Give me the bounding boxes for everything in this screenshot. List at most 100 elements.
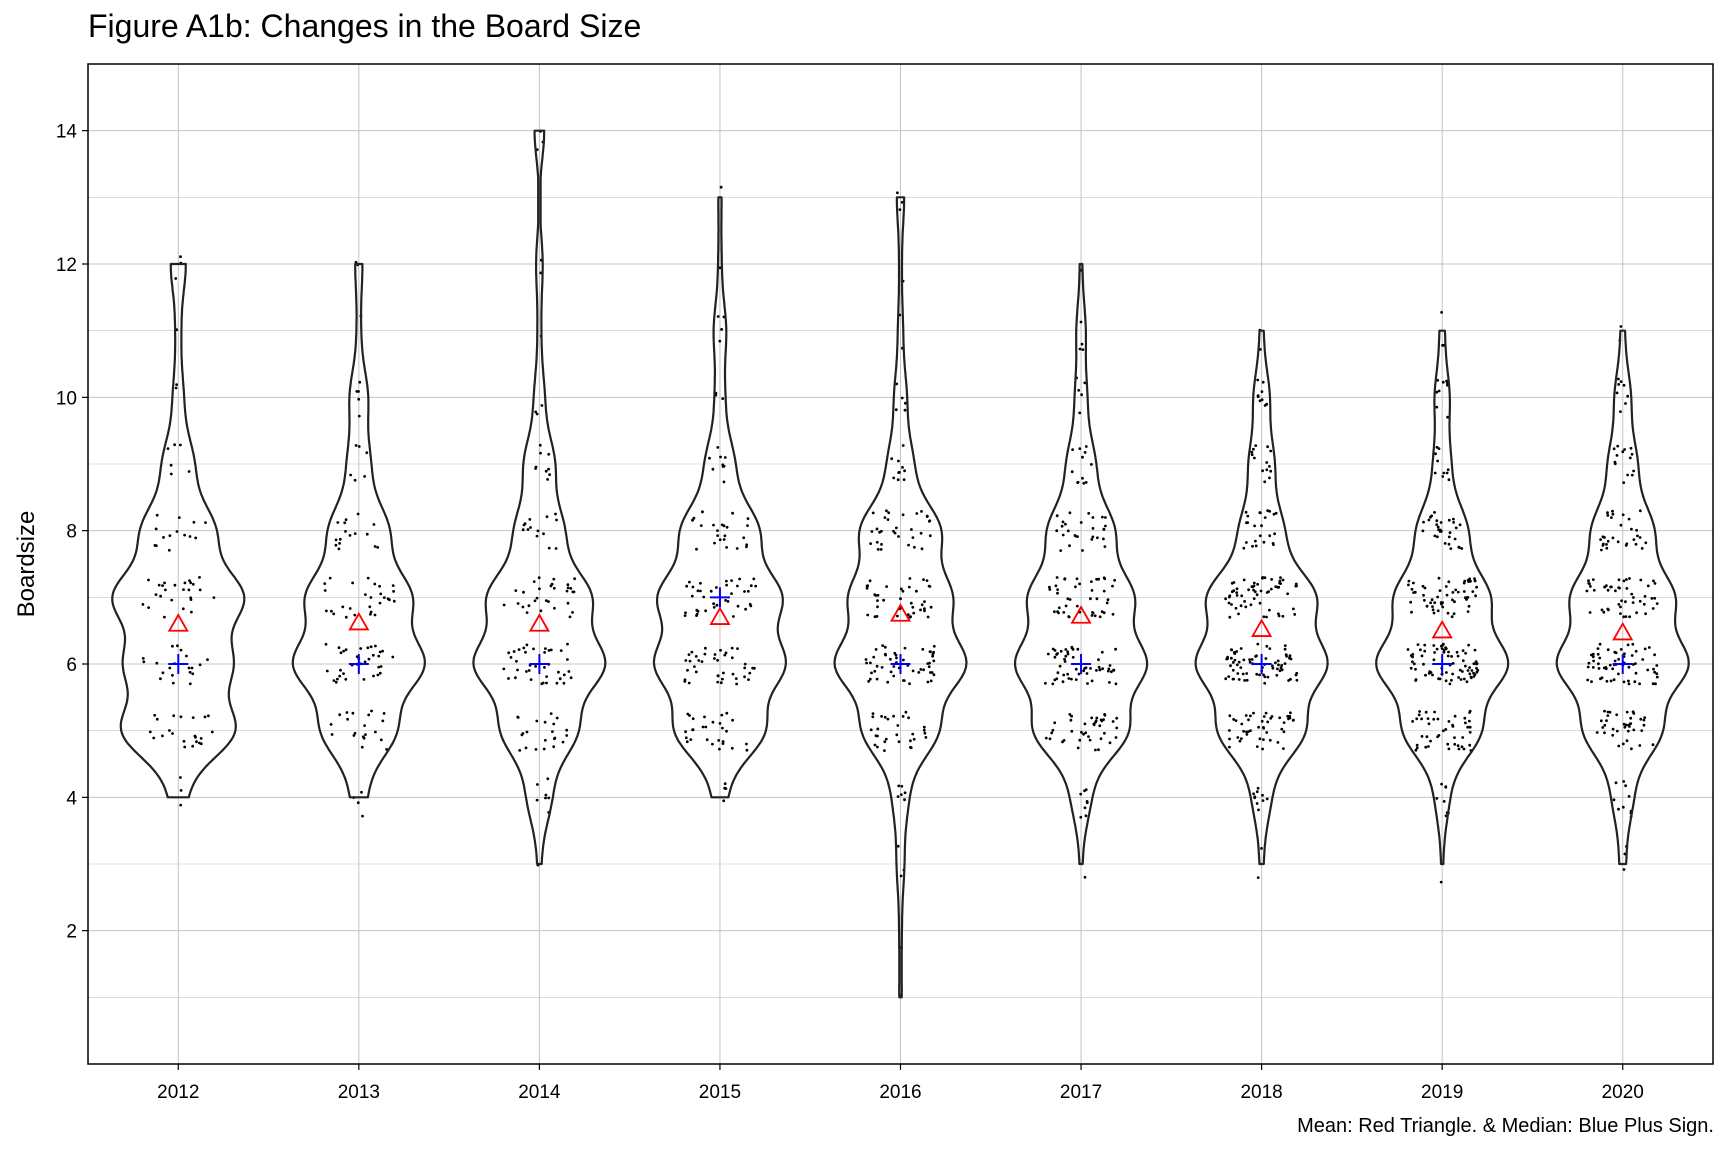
data-point (363, 475, 366, 478)
data-point (725, 525, 729, 529)
data-point (324, 642, 328, 646)
data-point (743, 662, 747, 666)
data-point (688, 659, 692, 663)
data-point (1614, 781, 1618, 785)
data-point (871, 511, 875, 515)
data-point (1409, 600, 1413, 604)
data-point (1644, 612, 1647, 616)
data-point (874, 734, 878, 738)
violin-2014 (472, 129, 607, 866)
data-point (1282, 721, 1286, 724)
data-point (1230, 590, 1234, 594)
data-point (1240, 722, 1244, 726)
data-point (864, 658, 868, 661)
data-point (1446, 415, 1449, 419)
axis-layer: 2 4 6 8 10 12 14 2012 2013 2014 2015 2016 2017 2018 20… (56, 122, 1644, 1103)
data-point (716, 680, 720, 684)
data-point (1266, 675, 1270, 679)
data-point (1283, 647, 1287, 651)
data-point (1261, 793, 1264, 797)
data-point (1416, 643, 1420, 646)
data-point (730, 646, 734, 650)
data-point (1295, 584, 1298, 588)
data-point (922, 578, 925, 581)
data-point (374, 730, 377, 734)
data-point (920, 510, 923, 513)
data-point (1622, 780, 1626, 783)
data-point (1259, 589, 1263, 593)
data-point (1468, 666, 1471, 669)
data-point (1457, 747, 1461, 751)
data-point (895, 382, 899, 386)
data-point (1258, 673, 1261, 677)
data-point (712, 523, 715, 527)
data-point (1087, 735, 1090, 738)
data-point (1447, 535, 1451, 539)
data-point (1055, 576, 1059, 579)
data-point (1460, 547, 1464, 550)
data-point (915, 589, 918, 593)
data-point (1252, 597, 1256, 600)
data-point (344, 615, 348, 619)
data-point (876, 593, 880, 597)
data-point (516, 716, 520, 719)
data-point (1424, 745, 1428, 749)
data-point (749, 584, 753, 588)
data-point (1427, 672, 1431, 675)
data-point (152, 736, 156, 740)
data-point (904, 401, 907, 405)
data-point (1268, 738, 1272, 742)
data-point (1635, 528, 1638, 532)
data-point (1425, 604, 1429, 608)
data-point (715, 603, 719, 607)
data-point (892, 665, 896, 668)
data-point (1639, 578, 1643, 582)
data-point (1267, 590, 1270, 593)
data-point (161, 734, 164, 738)
data-point (191, 716, 195, 719)
data-point (1050, 731, 1054, 735)
data-point (883, 740, 887, 744)
data-point (1070, 714, 1073, 718)
data-point (1627, 682, 1631, 686)
data-point (1626, 473, 1629, 477)
data-point (911, 732, 915, 736)
data-point (883, 645, 887, 649)
data-point (1635, 611, 1638, 615)
data-point (541, 681, 545, 685)
data-point (732, 615, 735, 618)
violin-2016 (833, 196, 968, 999)
data-point (1048, 588, 1052, 591)
data-point (1627, 795, 1631, 798)
data-point (1415, 746, 1419, 750)
data-point (1640, 729, 1644, 732)
data-point (1423, 598, 1426, 602)
data-point (1433, 511, 1436, 514)
data-point (683, 614, 687, 617)
data-point (1235, 591, 1239, 594)
data-point (909, 739, 912, 743)
data-point (1263, 681, 1267, 685)
data-point (885, 585, 888, 588)
data-point (1605, 719, 1608, 722)
data-point (1066, 672, 1069, 676)
data-point (901, 513, 905, 517)
data-point (895, 656, 898, 660)
data-point (1258, 534, 1262, 538)
data-point (1456, 590, 1460, 594)
data-point (925, 515, 929, 518)
data-point (1252, 581, 1256, 585)
data-point (1265, 644, 1269, 648)
data-point (1445, 593, 1449, 597)
data-point (1632, 596, 1635, 599)
data-point (1630, 527, 1633, 531)
data-point (336, 521, 340, 524)
data-point (1653, 582, 1657, 585)
data-point (884, 653, 887, 657)
data-point (325, 609, 328, 613)
data-point (191, 744, 195, 748)
data-point (1071, 448, 1074, 451)
x-tick-label: 2019 (1421, 1082, 1463, 1103)
data-point (919, 608, 922, 612)
data-point (722, 671, 725, 675)
